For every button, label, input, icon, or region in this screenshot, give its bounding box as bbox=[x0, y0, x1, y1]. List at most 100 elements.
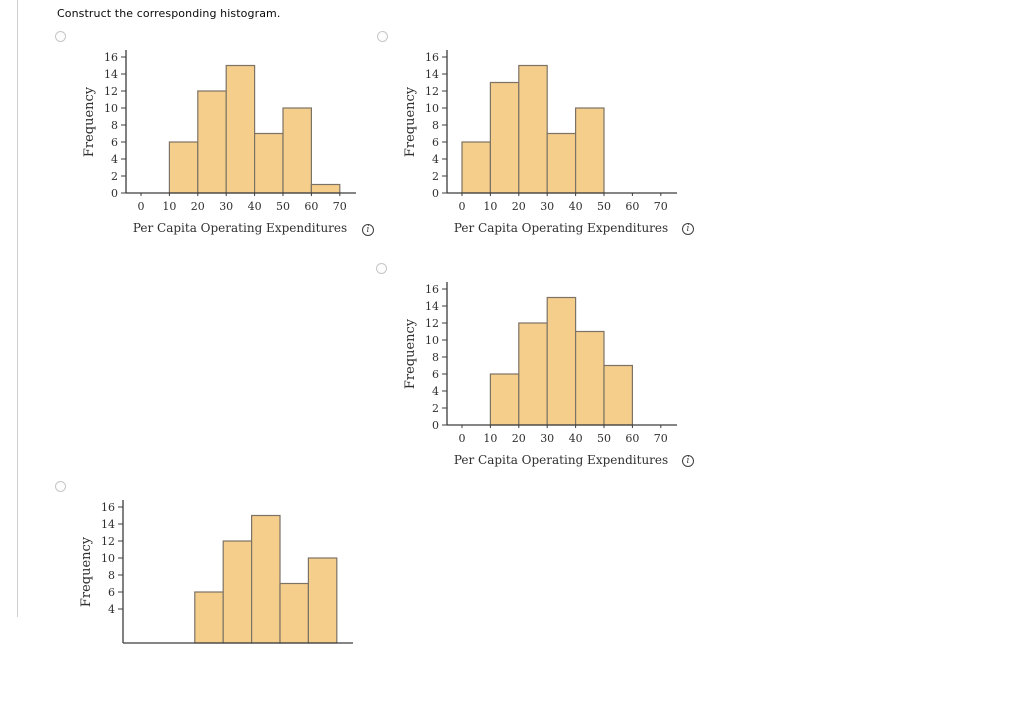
histogram-option-c: 0 2 4 6 8 10 12 14 16 0 10 20 30 40 50 60 70 Per Capita O… bbox=[401, 277, 721, 482]
y-axis-title: Frequency bbox=[79, 536, 94, 607]
y-tick-label: 2 bbox=[111, 170, 118, 183]
y-tick-label: 8 bbox=[108, 569, 115, 582]
histogram-bar bbox=[603, 364, 633, 426]
y-tick-label: 12 bbox=[425, 317, 439, 330]
y-tick-label: 16 bbox=[425, 51, 439, 64]
histogram-bar bbox=[197, 90, 227, 194]
histogram-svg: 0 2 4 6 8 10 12 14 16 0 10 20 30 40 50 60 70 Per Capita O… bbox=[403, 50, 677, 235]
y-tick-label: 6 bbox=[108, 586, 115, 599]
y-axis-title: Frequency bbox=[403, 318, 418, 389]
y-tick-label: 14 bbox=[425, 300, 439, 313]
y-axis-title: Frequency bbox=[403, 86, 418, 157]
x-tick-label: 50 bbox=[597, 432, 611, 445]
y-tick-label: 16 bbox=[104, 51, 118, 64]
x-tick-label: 10 bbox=[483, 200, 497, 213]
y-tick-label: 8 bbox=[432, 351, 439, 364]
y-tick-label: 12 bbox=[101, 535, 115, 548]
histogram-option-d: 4 6 8 10 12 14 16 Frequency bbox=[77, 495, 397, 700]
x-tick-label: 60 bbox=[625, 200, 639, 213]
x-tick-label: 60 bbox=[625, 432, 639, 445]
y-tick-label: 6 bbox=[432, 368, 439, 381]
x-tick-label: 70 bbox=[654, 200, 668, 213]
question-title: Construct the corresponding histogram. bbox=[57, 7, 281, 20]
y-tick-label: 4 bbox=[432, 153, 439, 166]
x-tick-label: 30 bbox=[540, 432, 554, 445]
x-tick-label: 0 bbox=[459, 200, 466, 213]
x-tick-label: 70 bbox=[654, 432, 668, 445]
x-tick-label: 10 bbox=[162, 200, 176, 213]
y-axis-title: Frequency bbox=[82, 86, 97, 157]
x-tick-label: 30 bbox=[219, 200, 233, 213]
histogram-bar bbox=[546, 296, 577, 426]
histogram-svg: 0 2 4 6 8 10 12 14 16 0 10 20 30 40 50 60 70 Per Capita O… bbox=[403, 282, 677, 467]
option-b-radio[interactable] bbox=[377, 31, 388, 42]
x-axis-title: Per Capita Operating Expenditures bbox=[454, 453, 668, 467]
histogram-option-b: 0 2 4 6 8 10 12 14 16 0 10 20 30 40 50 60 70 Per Capita O… bbox=[401, 45, 721, 250]
y-tick-label: 4 bbox=[111, 153, 118, 166]
histogram-bar bbox=[575, 330, 605, 426]
histogram-bar bbox=[168, 141, 199, 194]
option-c-radio[interactable] bbox=[376, 263, 387, 274]
x-tick-label: 20 bbox=[191, 200, 205, 213]
y-tick-label: 10 bbox=[101, 552, 115, 565]
x-tick-label: 50 bbox=[276, 200, 290, 213]
x-tick-label: 10 bbox=[483, 432, 497, 445]
y-tick-label: 16 bbox=[101, 501, 115, 514]
histogram-bar bbox=[222, 540, 253, 644]
x-axis-title: Per Capita Operating Expenditures bbox=[454, 221, 668, 235]
x-tick-label: 0 bbox=[138, 200, 145, 213]
x-tick-label: 30 bbox=[540, 200, 554, 213]
histogram-bar bbox=[489, 373, 520, 426]
histogram-bar bbox=[307, 557, 338, 644]
info-icon-c[interactable]: i bbox=[682, 455, 694, 467]
x-tick-label: 20 bbox=[512, 200, 526, 213]
histogram-bar bbox=[518, 64, 548, 194]
histogram-svg: 0 2 4 6 8 10 12 14 16 0 10 20 30 40 50 60 70 Per Capita O… bbox=[82, 50, 356, 235]
y-tick-label: 16 bbox=[425, 283, 439, 296]
histogram-bar bbox=[225, 64, 256, 194]
x-tick-label: 70 bbox=[333, 200, 347, 213]
x-tick-label: 60 bbox=[304, 200, 318, 213]
x-tick-label: 50 bbox=[597, 200, 611, 213]
y-tick-label: 14 bbox=[425, 68, 439, 81]
y-tick-label: 2 bbox=[432, 170, 439, 183]
x-axis-title: Per Capita Operating Expenditures bbox=[133, 221, 347, 235]
y-tick-label: 0 bbox=[432, 187, 439, 200]
histogram-bar bbox=[489, 81, 520, 194]
histogram-bar bbox=[254, 132, 284, 194]
y-tick-label: 12 bbox=[104, 85, 118, 98]
option-a-radio[interactable] bbox=[55, 31, 66, 42]
option-d-radio[interactable] bbox=[55, 481, 66, 492]
y-tick-label: 14 bbox=[104, 68, 118, 81]
histogram-bar bbox=[518, 322, 548, 426]
panel-divider bbox=[17, 0, 18, 617]
histogram-bar bbox=[310, 183, 341, 194]
y-tick-label: 10 bbox=[425, 334, 439, 347]
y-tick-label: 0 bbox=[111, 187, 118, 200]
histogram-bar bbox=[575, 107, 605, 194]
x-tick-label: 40 bbox=[248, 200, 262, 213]
y-tick-label: 4 bbox=[108, 603, 115, 616]
x-tick-label: 40 bbox=[569, 432, 583, 445]
histogram-bar bbox=[282, 107, 312, 194]
x-tick-label: 40 bbox=[569, 200, 583, 213]
y-tick-label: 2 bbox=[432, 402, 439, 415]
histogram-bar bbox=[461, 141, 491, 194]
y-tick-label: 14 bbox=[101, 518, 115, 531]
x-tick-label: 0 bbox=[459, 432, 466, 445]
y-tick-label: 8 bbox=[432, 119, 439, 132]
histogram-bar bbox=[194, 591, 224, 644]
y-tick-label: 10 bbox=[104, 102, 118, 115]
y-tick-label: 0 bbox=[432, 419, 439, 432]
histogram-option-a: 0 2 4 6 8 10 12 14 16 0 10 20 30 40 50 60 70 Per Capita O… bbox=[80, 45, 400, 250]
histogram-bar bbox=[251, 514, 281, 644]
y-tick-label: 4 bbox=[432, 385, 439, 398]
y-tick-label: 6 bbox=[111, 136, 118, 149]
info-icon-b[interactable]: i bbox=[682, 223, 694, 235]
histogram-bar bbox=[279, 582, 309, 644]
histogram-svg: 4 6 8 10 12 14 16 Frequency bbox=[79, 500, 353, 644]
y-tick-label: 12 bbox=[425, 85, 439, 98]
info-icon-a[interactable]: i bbox=[362, 224, 374, 236]
y-tick-label: 8 bbox=[111, 119, 118, 132]
y-tick-label: 10 bbox=[425, 102, 439, 115]
